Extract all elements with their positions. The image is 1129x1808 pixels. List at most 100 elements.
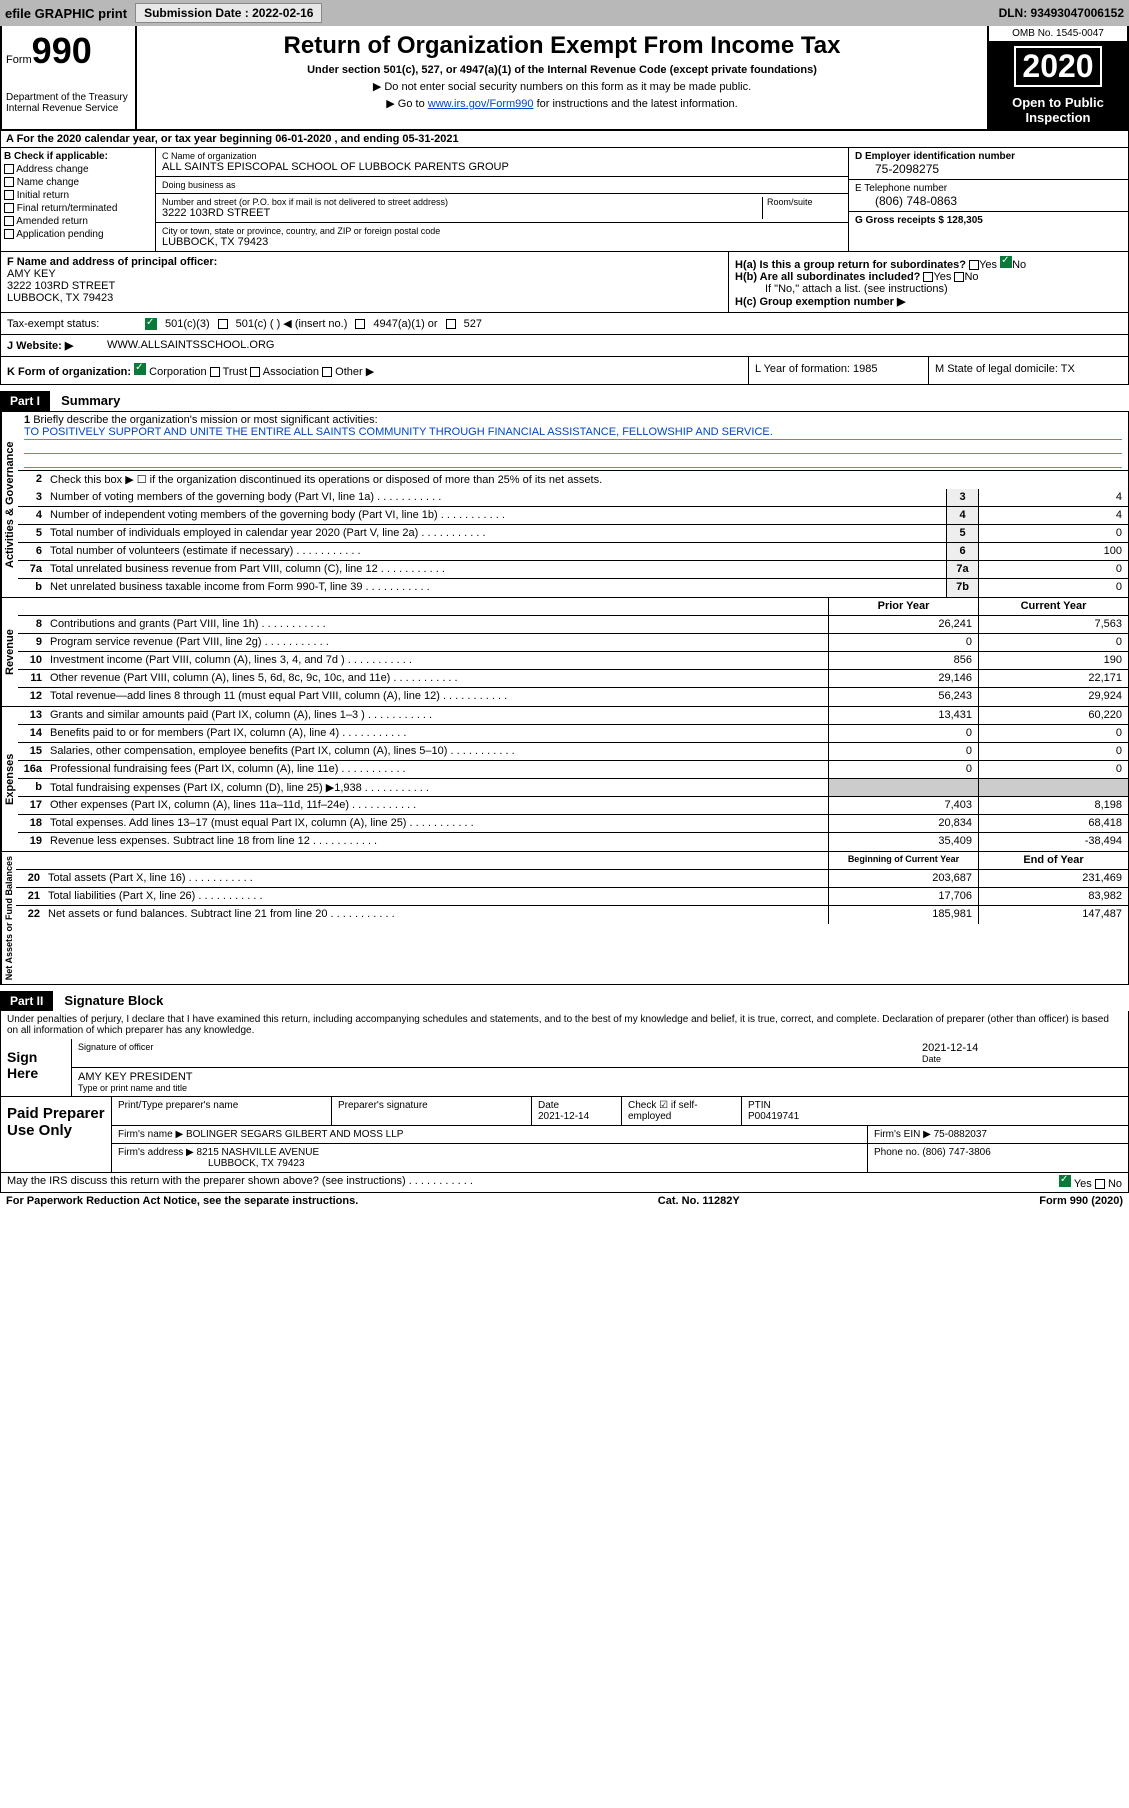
ptin-val: P00419741 <box>748 1111 799 1122</box>
officer-addr2: LUBBOCK, TX 79423 <box>7 292 722 304</box>
public-inspection: Open to Public Inspection <box>989 91 1127 129</box>
note2-suffix: for instructions and the latest informat… <box>534 98 738 110</box>
row-prior: 56,243 <box>828 688 978 706</box>
form-ref: Form 990 (2020) <box>1039 1195 1123 1207</box>
chk-discuss-no[interactable] <box>1095 1179 1105 1189</box>
row-num: b <box>18 779 46 796</box>
firm-ein-label: Firm's EIN ▶ <box>874 1129 931 1140</box>
gross-label: G Gross receipts $ 128,305 <box>855 215 1122 226</box>
summary-row: 9Program service revenue (Part VIII, lin… <box>18 634 1128 652</box>
signature-section: Under penalties of perjury, I declare th… <box>0 1011 1129 1193</box>
officer-name: AMY KEY <box>7 268 722 280</box>
form-label: Form <box>6 54 32 66</box>
summary-row: 19Revenue less expenses. Subtract line 1… <box>18 833 1128 851</box>
row-curr: 190 <box>978 652 1128 669</box>
org-name: ALL SAINTS EPISCOPAL SCHOOL OF LUBBOCK P… <box>162 161 842 173</box>
org-address: 3222 103RD STREET <box>162 207 762 219</box>
type-name-label: Type or print name and title <box>78 1083 193 1093</box>
row-prior: 26,241 <box>828 616 978 633</box>
chk-trust[interactable] <box>210 367 220 377</box>
row-code: 3 <box>946 489 978 506</box>
tel-label: E Telephone number <box>855 183 1122 194</box>
summary-gov: Activities & Governance 1 Briefly descri… <box>0 411 1129 598</box>
firm-name: BOLINGER SEGARS GILBERT AND MOSS LLP <box>186 1129 403 1140</box>
submission-date-btn[interactable]: Submission Date : 2022-02-16 <box>135 3 322 23</box>
row-prior: 17,706 <box>828 888 978 905</box>
room-label: Room/suite <box>767 197 842 207</box>
summary-row: 3Number of voting members of the governi… <box>18 489 1128 507</box>
row-val: 0 <box>978 561 1128 578</box>
part1-badge: Part I <box>0 391 50 411</box>
omb-number: OMB No. 1545-0047 <box>989 26 1127 42</box>
chk-final-return[interactable] <box>4 203 14 213</box>
part1-title: Summary <box>61 393 120 408</box>
lbl-pending: Application pending <box>16 229 103 240</box>
hb-note: If "No," attach a list. (see instruction… <box>735 283 1122 295</box>
sign-here-label: Sign Here <box>1 1039 71 1096</box>
row-text: Other expenses (Part IX, column (A), lin… <box>46 797 828 814</box>
row-num: 13 <box>18 707 46 724</box>
chk-hb-no[interactable] <box>954 272 964 282</box>
ha-yes: Yes <box>979 259 997 271</box>
row-curr: 7,563 <box>978 616 1128 633</box>
summary-row: 6Total number of volunteers (estimate if… <box>18 543 1128 561</box>
chk-ha-yes[interactable] <box>969 260 979 270</box>
row-prior: 0 <box>828 761 978 778</box>
summary-row: 17Other expenses (Part IX, column (A), l… <box>18 797 1128 815</box>
row-val: 0 <box>978 525 1128 542</box>
q1-label: Briefly describe the organization's miss… <box>33 414 377 426</box>
chk-hb-yes[interactable] <box>923 272 933 282</box>
chk-501c[interactable] <box>218 319 228 329</box>
summary-row: 13Grants and similar amounts paid (Part … <box>18 707 1128 725</box>
self-emp-label: Check ☑ if self-employed <box>622 1097 742 1125</box>
tax-exempt-row: Tax-exempt status: 501(c)(3) 501(c) ( ) … <box>0 313 1129 335</box>
chk-discuss-yes[interactable] <box>1059 1175 1071 1187</box>
year-formation: L Year of formation: 1985 <box>748 357 928 384</box>
vert-gov: Activities & Governance <box>1 412 18 597</box>
row-curr <box>978 779 1128 796</box>
lbl-name-change: Name change <box>17 177 79 188</box>
chk-corp[interactable] <box>134 363 146 375</box>
website-label: J Website: ▶ <box>7 339 107 352</box>
row-curr: 83,982 <box>978 888 1128 905</box>
section-bcd: B Check if applicable: Address change Na… <box>0 148 1129 252</box>
row-val: 4 <box>978 489 1128 506</box>
row-text: Total number of volunteers (estimate if … <box>46 543 946 560</box>
chk-527[interactable] <box>446 319 456 329</box>
row-prior: 20,834 <box>828 815 978 832</box>
chk-other[interactable] <box>322 367 332 377</box>
dln-label: DLN: 93493047006152 <box>999 6 1124 20</box>
irs-link[interactable]: www.irs.gov/Form990 <box>428 98 534 110</box>
row-num: 11 <box>18 670 46 687</box>
ha-label: H(a) Is this a group return for subordin… <box>735 259 966 271</box>
prep-name-label: Print/Type preparer's name <box>112 1097 332 1125</box>
hc-label: H(c) Group exemption number ▶ <box>735 296 905 308</box>
row-fgh: F Name and address of principal officer:… <box>0 252 1129 313</box>
row-curr: 68,418 <box>978 815 1128 832</box>
row-text: Salaries, other compensation, employee b… <box>46 743 828 760</box>
row-text: Total assets (Part X, line 16) <box>44 870 828 887</box>
efile-label: efile GRAPHIC print <box>5 6 127 21</box>
form-note-1: ▶ Do not enter social security numbers o… <box>147 80 977 93</box>
chk-name-change[interactable] <box>4 177 14 187</box>
chk-501c3[interactable] <box>145 318 157 330</box>
chk-amended[interactable] <box>4 216 14 226</box>
row-curr: 22,171 <box>978 670 1128 687</box>
city-label: City or town, state or province, country… <box>162 226 842 236</box>
chk-address-change[interactable] <box>4 164 14 174</box>
summary-row: 12Total revenue—add lines 8 through 11 (… <box>18 688 1128 706</box>
firm-addr1: 8215 NASHVILLE AVENUE <box>197 1147 320 1158</box>
row-prior: 856 <box>828 652 978 669</box>
row-num: 8 <box>18 616 46 633</box>
firm-addr2: LUBBOCK, TX 79423 <box>118 1158 305 1169</box>
state-domicile: M State of legal domicile: TX <box>928 357 1128 384</box>
chk-pending[interactable] <box>4 229 14 239</box>
summary-row: 20Total assets (Part X, line 16)203,6872… <box>16 870 1128 888</box>
row-num: 6 <box>18 543 46 560</box>
chk-ha-no[interactable] <box>1000 256 1012 268</box>
chk-initial-return[interactable] <box>4 190 14 200</box>
chk-assoc[interactable] <box>250 367 260 377</box>
row-val: 0 <box>978 579 1128 597</box>
row-num: 4 <box>18 507 46 524</box>
chk-4947[interactable] <box>355 319 365 329</box>
